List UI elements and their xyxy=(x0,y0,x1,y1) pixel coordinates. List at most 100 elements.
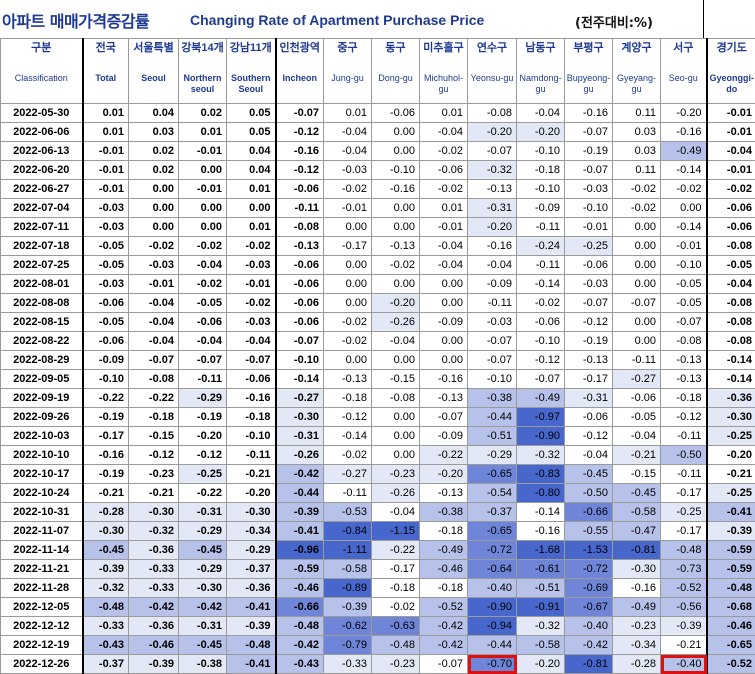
cell-gyeonggi[interactable]: -0.20 xyxy=(707,446,755,465)
cell-north[interactable]: -0.01 xyxy=(179,180,227,199)
cell-michuhol[interactable]: 0.00 xyxy=(420,351,468,370)
cell-incheon[interactable]: -0.59 xyxy=(276,560,324,579)
row-date[interactable]: 2022-10-31 xyxy=(1,503,83,522)
cell-gyeyang[interactable]: 0.00 xyxy=(613,237,661,256)
cell-seoul[interactable]: -0.07 xyxy=(129,351,179,370)
cell-donggu[interactable]: -0.23 xyxy=(372,465,420,484)
cell-gyeonggi[interactable]: -0.08 xyxy=(707,332,755,351)
cell-incheon[interactable]: -0.08 xyxy=(276,218,324,237)
cell-south[interactable]: -0.01 xyxy=(227,275,276,294)
cell-gyeyang[interactable]: 0.11 xyxy=(613,104,661,123)
cell-namdong[interactable]: -0.14 xyxy=(517,503,565,522)
cell-michuhol[interactable]: 0.01 xyxy=(420,104,468,123)
cell-gyeyang[interactable]: -0.02 xyxy=(613,180,661,199)
cell-junggu[interactable]: -0.14 xyxy=(324,427,372,446)
cell-north[interactable]: -0.11 xyxy=(179,370,227,389)
row-date[interactable]: 2022-12-26 xyxy=(1,655,83,674)
cell-seoul[interactable]: -0.36 xyxy=(129,541,179,560)
cell-bupyeong[interactable]: -0.69 xyxy=(565,579,613,598)
cell-donggu[interactable]: -0.10 xyxy=(372,161,420,180)
cell-junggu[interactable]: -0.17 xyxy=(324,237,372,256)
cell-junggu[interactable]: -0.03 xyxy=(324,161,372,180)
cell-seogu[interactable]: 0.00 xyxy=(661,199,707,218)
cell-yeonsu[interactable]: -0.07 xyxy=(468,351,517,370)
cell-gyeonggi[interactable]: -0.08 xyxy=(707,313,755,332)
row-date[interactable]: 2022-08-15 xyxy=(1,313,83,332)
cell-junggu[interactable]: -0.39 xyxy=(324,598,372,617)
cell-seoul[interactable]: -0.12 xyxy=(129,446,179,465)
cell-north[interactable]: -0.19 xyxy=(179,408,227,427)
cell-seogu[interactable]: -0.25 xyxy=(661,503,707,522)
cell-seoul[interactable]: -0.21 xyxy=(129,484,179,503)
cell-seogu[interactable]: -0.08 xyxy=(661,332,707,351)
cell-seogu[interactable]: -0.20 xyxy=(661,104,707,123)
cell-seogu[interactable]: -0.56 xyxy=(661,598,707,617)
cell-gyeyang[interactable]: -0.04 xyxy=(613,427,661,446)
cell-south[interactable]: 0.00 xyxy=(227,199,276,218)
cell-gyeyang[interactable]: 0.03 xyxy=(613,142,661,161)
cell-gyeyang[interactable]: -0.28 xyxy=(613,655,661,674)
cell-seogu[interactable]: -0.07 xyxy=(661,313,707,332)
row-date[interactable]: 2022-06-13 xyxy=(1,142,83,161)
cell-national[interactable]: 0.01 xyxy=(83,123,129,142)
cell-junggu[interactable]: -0.13 xyxy=(324,370,372,389)
cell-incheon[interactable]: -0.42 xyxy=(276,636,324,655)
cell-bupyeong[interactable]: -0.01 xyxy=(565,218,613,237)
cell-michuhol[interactable]: 0.00 xyxy=(420,294,468,313)
cell-junggu[interactable]: 0.01 xyxy=(324,104,372,123)
cell-michuhol[interactable]: -0.07 xyxy=(420,408,468,427)
cell-north[interactable]: -0.02 xyxy=(179,275,227,294)
cell-michuhol[interactable]: -0.16 xyxy=(420,370,468,389)
cell-gyeyang[interactable]: -0.81 xyxy=(613,541,661,560)
cell-junggu[interactable]: -0.27 xyxy=(324,465,372,484)
cell-yeonsu[interactable]: -0.11 xyxy=(468,294,517,313)
cell-gyeonggi[interactable]: -0.08 xyxy=(707,237,755,256)
cell-south[interactable]: -0.02 xyxy=(227,294,276,313)
cell-yeonsu[interactable]: -0.07 xyxy=(468,332,517,351)
cell-gyeonggi[interactable]: -0.21 xyxy=(707,465,755,484)
cell-michuhol[interactable]: -0.49 xyxy=(420,541,468,560)
row-date[interactable]: 2022-11-21 xyxy=(1,560,83,579)
cell-donggu[interactable]: -0.04 xyxy=(372,332,420,351)
cell-north[interactable]: -0.29 xyxy=(179,560,227,579)
cell-incheon[interactable]: -0.30 xyxy=(276,408,324,427)
cell-seogu[interactable]: -0.05 xyxy=(661,294,707,313)
cell-gyeyang[interactable]: 0.00 xyxy=(613,313,661,332)
cell-bupyeong[interactable]: -0.72 xyxy=(565,560,613,579)
cell-north[interactable]: -0.20 xyxy=(179,427,227,446)
cell-junggu[interactable]: -0.02 xyxy=(324,313,372,332)
cell-gyeyang[interactable]: -0.45 xyxy=(613,484,661,503)
cell-gyeyang[interactable]: -0.05 xyxy=(613,408,661,427)
cell-donggu[interactable]: -0.22 xyxy=(372,541,420,560)
cell-gyeyang[interactable]: -0.49 xyxy=(613,598,661,617)
cell-yeonsu[interactable]: -0.64 xyxy=(468,560,517,579)
cell-namdong[interactable]: -0.18 xyxy=(517,161,565,180)
cell-yeonsu[interactable]: -0.94 xyxy=(468,617,517,636)
cell-michuhol[interactable]: -0.42 xyxy=(420,617,468,636)
cell-incheon[interactable]: -0.06 xyxy=(276,294,324,313)
cell-seoul[interactable]: -0.03 xyxy=(129,256,179,275)
cell-namdong[interactable]: -0.04 xyxy=(517,104,565,123)
cell-seoul[interactable]: -0.36 xyxy=(129,617,179,636)
cell-michuhol[interactable]: -0.07 xyxy=(420,655,468,674)
row-date[interactable]: 2022-09-26 xyxy=(1,408,83,427)
cell-seoul[interactable]: -0.23 xyxy=(129,465,179,484)
cell-gyeonggi[interactable]: -0.08 xyxy=(707,294,755,313)
cell-incheon[interactable]: -0.10 xyxy=(276,351,324,370)
cell-gyeyang[interactable]: 0.00 xyxy=(613,275,661,294)
cell-gyeonggi[interactable]: -0.14 xyxy=(707,370,755,389)
cell-seogu[interactable]: -0.39 xyxy=(661,617,707,636)
cell-national[interactable]: -0.16 xyxy=(83,446,129,465)
row-date[interactable]: 2022-06-06 xyxy=(1,123,83,142)
cell-national[interactable]: -0.32 xyxy=(83,579,129,598)
cell-michuhol[interactable]: -0.04 xyxy=(420,123,468,142)
cell-incheon[interactable]: -0.31 xyxy=(276,427,324,446)
cell-bupyeong[interactable]: -0.13 xyxy=(565,351,613,370)
cell-bupyeong[interactable]: -0.16 xyxy=(565,104,613,123)
cell-yeonsu[interactable]: -0.16 xyxy=(468,237,517,256)
cell-national[interactable]: -0.19 xyxy=(83,465,129,484)
